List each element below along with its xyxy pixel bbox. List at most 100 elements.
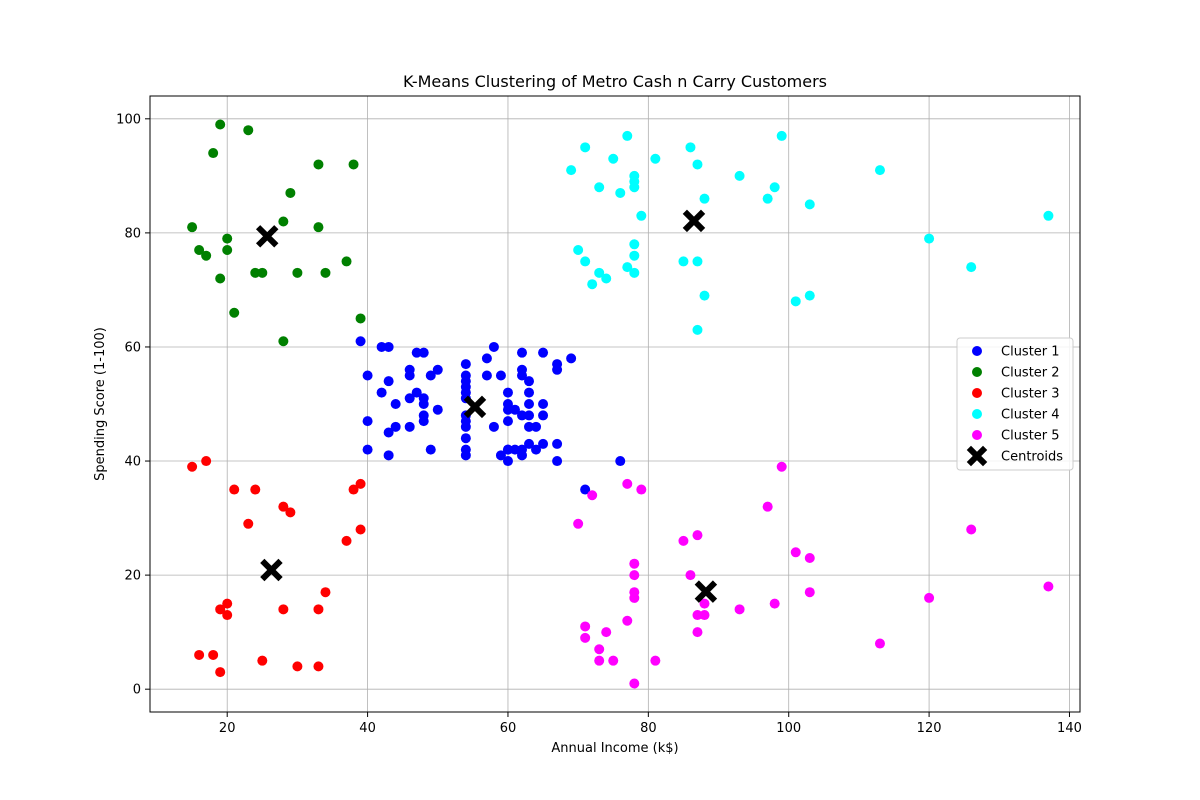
cluster-3-point [313,661,324,672]
cluster-1-point [502,387,513,398]
cluster-2-point [348,159,359,170]
cluster-4-point [650,153,661,164]
cluster-3-point [194,649,205,660]
cluster-1-point [383,450,394,461]
cluster-2-point [215,273,226,284]
cluster-4-point [692,324,703,335]
cluster-3-point [257,655,268,666]
cluster-4-point [804,199,815,210]
cluster-1-point [481,370,492,381]
cluster-3-point [355,478,366,489]
cluster-3-point [348,484,359,495]
cluster-2-point [187,222,198,233]
cluster-1-point [432,364,443,375]
cluster-2-point [313,222,324,233]
cluster-3-point [243,518,254,529]
cluster-3-point [341,535,352,546]
cluster-5-point [769,598,780,609]
y-tick-label: 0 [133,683,141,698]
cluster-4-point [566,165,577,176]
cluster-5-point [966,524,977,535]
plot-frame [149,95,1081,713]
cluster-1-point [383,376,394,387]
y-tick-label: 20 [124,569,141,584]
cluster-3-point [278,501,289,512]
cluster-2-point [257,267,268,278]
cluster-5-point [699,610,710,621]
cluster-5-point [594,644,605,655]
cluster-1-point [362,416,373,427]
legend-marker [972,367,982,377]
axis-ticks: 20 40 60 80 100 120 140 0 20 40 60 80 100 [116,112,1082,736]
cluster-5-point [629,570,640,581]
cluster-2-point [292,267,303,278]
cluster-1-point [538,347,549,358]
legend-marker [972,346,982,356]
cluster-3-point [285,507,296,518]
cluster-5-point [629,558,640,569]
cluster-1-point [390,399,401,409]
x-tick-label: 20 [219,721,236,736]
cluster-1-point [404,393,415,404]
cluster-1-point [517,444,527,455]
cluster-5-point [924,592,935,603]
data-points [187,119,1054,689]
cluster-5-point [608,655,619,666]
cluster-3-point [355,524,366,535]
cluster-3-point [320,587,331,598]
cluster-4-point [769,182,780,193]
cluster-4-point [804,290,815,301]
cluster-3-point [187,461,198,472]
cluster-1-point [524,376,535,387]
legend-label: Cluster 4 [1001,408,1060,423]
cluster-4-point [966,262,977,273]
cluster-3-point [222,610,233,621]
cluster-1-point [552,364,563,375]
cluster-5-point [804,587,815,598]
cluster-3-point [278,604,289,615]
cluster-1-point [552,438,563,449]
cluster-2-point [341,256,352,267]
cluster-3-point [215,604,226,615]
cluster-5-point [587,490,598,501]
cluster-1-point [411,387,422,398]
cluster-1-point [460,370,471,381]
cluster-4-point [1043,210,1054,221]
x-tick-label: 100 [776,721,801,736]
cluster-5-point [678,535,689,546]
x-tick-label: 60 [500,721,517,736]
cluster-1-point [524,399,535,409]
x-tick-label: 40 [359,721,376,736]
cluster-1-point [538,399,549,409]
cluster-3-point [250,484,261,495]
cluster-2-point [313,159,324,170]
cluster-1-point [502,444,513,455]
legend-marker [972,430,982,440]
cluster-4-point [629,250,640,261]
cluster-4-point [622,130,633,141]
cluster-4-point [580,256,591,267]
cluster-1-point [524,421,535,432]
cluster-5-point [622,478,633,489]
cluster-5-point [804,553,815,563]
cluster-1-point [552,456,563,467]
cluster-4-point [874,165,885,176]
cluster-1-point [509,404,520,415]
cluster-1-point [517,364,527,375]
cluster-2-point [355,313,366,324]
cluster-1-point [524,438,535,449]
cluster-5-point [594,655,605,666]
y-axis-label: Spending Score (1-100) [93,327,108,481]
cluster-2-point [201,250,212,261]
cluster-3-point [313,604,324,615]
cluster-4-point [622,262,633,273]
cluster-1-point [418,416,429,427]
cluster-5-point [636,484,647,495]
cluster-4-point [580,142,591,153]
cluster-1-point [524,387,535,398]
y-tick-label: 100 [116,112,141,127]
cluster-5-point [580,621,591,632]
cluster-3-point [292,661,303,672]
centroid-markers [255,209,718,603]
